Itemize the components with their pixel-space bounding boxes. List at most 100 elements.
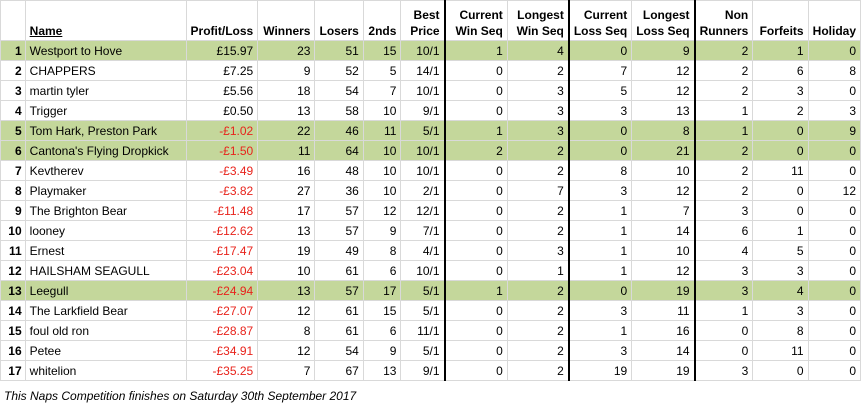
cell-forfeits: 6 [752, 60, 809, 81]
cell-holiday: 0 [807, 340, 861, 361]
cell-forfeits: 0 [752, 360, 809, 381]
header-non-runners-line1: Non [724, 8, 749, 22]
cell-seconds: 15 [362, 40, 402, 61]
cell-forfeits: 0 [752, 120, 809, 141]
cell-holiday: 0 [807, 40, 861, 61]
cell-current-loss-seq: 1 [568, 200, 633, 221]
header-non-runners-line2: Runners [699, 24, 749, 38]
header-winners: Winners [257, 0, 316, 41]
table-row: 2 CHAPPERS £7.25 9 52 5 14/1 0 2 7 12 2 6 8 [0, 60, 861, 81]
cell-rank: 3 [0, 80, 26, 101]
cell-seconds: 11 [362, 120, 402, 141]
cell-non-runners: 2 [694, 40, 754, 61]
cell-profit-loss: -£24.94 [185, 280, 259, 301]
cell-longest-win-seq: 2 [506, 360, 570, 381]
cell-current-loss-seq: 1 [568, 220, 633, 241]
cell-non-runners: 4 [694, 240, 754, 261]
cell-longest-loss-seq: 9 [631, 40, 696, 61]
cell-name: looney [24, 220, 187, 241]
table-row: 3 martin tyler £5.56 18 54 7 10/1 0 3 5 12 2 3 0 [0, 80, 861, 101]
cell-holiday: 0 [807, 140, 861, 161]
cell-losers: 61 [314, 260, 364, 281]
cell-rank: 12 [0, 260, 26, 281]
cell-rank: 16 [0, 340, 26, 361]
cell-seconds: 6 [362, 260, 402, 281]
cell-winners: 22 [257, 120, 316, 141]
cell-seconds: 9 [362, 220, 402, 241]
naps-league-table: Name Profit/Loss Winners Losers 2nds Bes… [0, 0, 861, 381]
cell-winners: 27 [257, 180, 316, 201]
cell-rank: 11 [0, 240, 26, 261]
header-current-win-seq-line2: Win Seq [455, 24, 503, 38]
cell-seconds: 13 [362, 360, 402, 381]
cell-longest-win-seq: 2 [506, 220, 570, 241]
cell-non-runners: 0 [694, 320, 754, 341]
cell-longest-win-seq: 3 [506, 120, 570, 141]
cell-rank: 6 [0, 140, 26, 161]
cell-holiday: 0 [807, 200, 861, 221]
cell-longest-loss-seq: 11 [631, 300, 696, 321]
table-row: 15 foul old ron -£28.87 8 61 6 11/1 0 2 1 16 0 8 0 [0, 320, 861, 341]
cell-losers: 64 [314, 140, 364, 161]
cell-winners: 16 [257, 160, 316, 181]
header-best-price-line2: Price [410, 24, 440, 38]
cell-forfeits: 3 [752, 300, 809, 321]
cell-holiday: 9 [807, 120, 861, 141]
cell-winners: 13 [257, 220, 316, 241]
cell-non-runners: 2 [694, 80, 754, 101]
cell-best-price: 12/1 [400, 200, 446, 221]
cell-rank: 9 [0, 200, 26, 221]
header-name: Name [24, 0, 187, 41]
cell-current-win-seq: 0 [443, 60, 508, 81]
cell-current-win-seq: 2 [443, 140, 508, 161]
cell-longest-win-seq: 2 [506, 300, 570, 321]
cell-forfeits: 0 [752, 200, 809, 221]
cell-profit-loss: -£11.48 [185, 200, 259, 221]
cell-forfeits: 5 [752, 240, 809, 261]
cell-longest-loss-seq: 14 [631, 340, 696, 361]
cell-rank: 7 [0, 160, 26, 181]
cell-forfeits: 2 [752, 100, 809, 121]
cell-current-loss-seq: 0 [568, 140, 633, 161]
cell-losers: 51 [314, 40, 364, 61]
header-current-loss-seq: Current Loss Seq [568, 0, 633, 41]
cell-holiday: 0 [807, 240, 861, 261]
cell-holiday: 0 [807, 360, 861, 381]
cell-longest-win-seq: 7 [506, 180, 570, 201]
cell-current-loss-seq: 3 [568, 340, 633, 361]
cell-forfeits: 0 [752, 140, 809, 161]
table-row: 5 Tom Hark, Preston Park -£1.02 22 46 11 5/1 1 3… [0, 120, 861, 141]
cell-best-price: 9/1 [400, 100, 446, 121]
cell-forfeits: 0 [752, 180, 809, 201]
cell-name: Cantona's Flying Dropkick [24, 140, 187, 161]
cell-longest-loss-seq: 19 [631, 280, 696, 301]
cell-profit-loss: £5.56 [185, 80, 259, 101]
cell-best-price: 2/1 [400, 180, 446, 201]
cell-winners: 19 [257, 240, 316, 261]
cell-rank: 2 [0, 60, 26, 81]
cell-current-loss-seq: 5 [568, 80, 633, 101]
cell-losers: 54 [314, 80, 364, 101]
cell-winners: 13 [257, 100, 316, 121]
cell-holiday: 0 [807, 220, 861, 241]
header-seconds: 2nds [362, 0, 402, 41]
cell-seconds: 9 [362, 340, 402, 361]
cell-seconds: 10 [362, 140, 402, 161]
table-row: 10 looney -£12.62 13 57 9 7/1 0 2 1 14 6 1 0 [0, 220, 861, 241]
cell-longest-loss-seq: 14 [631, 220, 696, 241]
cell-longest-loss-seq: 19 [631, 360, 696, 381]
cell-current-loss-seq: 3 [568, 180, 633, 201]
cell-rank: 5 [0, 120, 26, 141]
cell-losers: 57 [314, 220, 364, 241]
header-longest-win-seq-line2: Win Seq [516, 24, 564, 38]
header-best-price-line1: Best [413, 8, 440, 22]
cell-name: Kevtherev [24, 160, 187, 181]
cell-current-loss-seq: 3 [568, 300, 633, 321]
cell-non-runners: 2 [694, 140, 754, 161]
cell-seconds: 12 [362, 200, 402, 221]
cell-longest-loss-seq: 12 [631, 260, 696, 281]
cell-winners: 11 [257, 140, 316, 161]
cell-longest-loss-seq: 13 [631, 100, 696, 121]
cell-forfeits: 11 [752, 340, 809, 361]
cell-losers: 57 [314, 280, 364, 301]
